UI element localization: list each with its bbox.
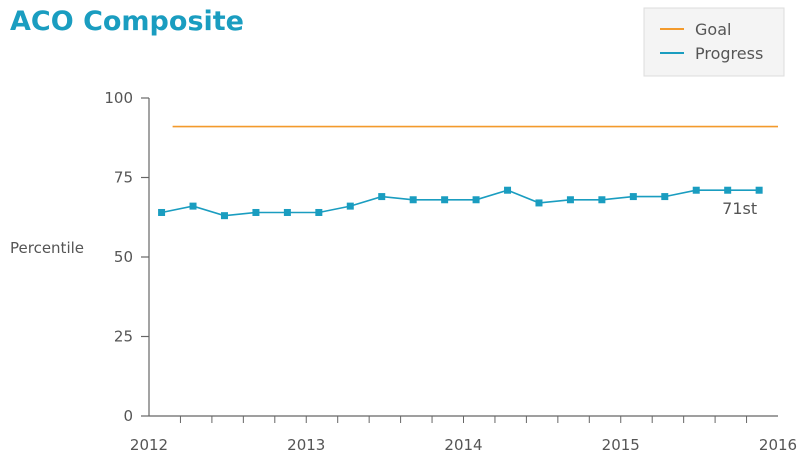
progress-point (472, 196, 480, 204)
progress-point (661, 193, 669, 201)
progress-point (283, 208, 291, 216)
progress-point (724, 186, 732, 194)
progress-point (378, 193, 386, 201)
y-tick-label: 0 (123, 407, 133, 425)
y-axis-label: Percentile (10, 239, 84, 257)
chart-title: ACO Composite (10, 6, 244, 37)
progress-point (158, 208, 166, 216)
y-tick-label: 50 (114, 248, 133, 266)
progress-point (189, 202, 197, 210)
progress-point (441, 196, 449, 204)
y-tick-label: 25 (114, 328, 133, 346)
progress-point (346, 202, 354, 210)
progress-point (220, 212, 228, 220)
x-tick-label: 2013 (287, 436, 325, 454)
progress-point (409, 196, 417, 204)
legend-label-goal: Goal (695, 20, 731, 39)
y-tick-label: 100 (104, 89, 133, 107)
progress-point (315, 208, 323, 216)
progress-point (566, 196, 574, 204)
x-tick-label: 2015 (602, 436, 640, 454)
progress-point (692, 186, 700, 194)
progress-series-line (161, 189, 760, 217)
chart-marks: 71st (158, 125, 778, 220)
legend-label-progress: Progress (695, 44, 763, 63)
progress-point (629, 193, 637, 201)
x-tick-label: 2012 (130, 436, 168, 454)
y-tick-label: 75 (114, 169, 133, 187)
progress-point (755, 186, 763, 194)
progress-point (598, 196, 606, 204)
progress-point (504, 186, 512, 194)
progress-point (252, 208, 260, 216)
x-tick-label: 2016 (759, 436, 797, 454)
x-tick-label: 2014 (444, 436, 482, 454)
legend-box (643, 7, 785, 77)
axes: 0 25 50 75 100 2012 2013 2014 2015 2016 (104, 89, 797, 454)
legend: Goal Progress (643, 7, 785, 77)
data-label-annotation: 71st (722, 199, 757, 218)
progress-point (535, 199, 543, 207)
